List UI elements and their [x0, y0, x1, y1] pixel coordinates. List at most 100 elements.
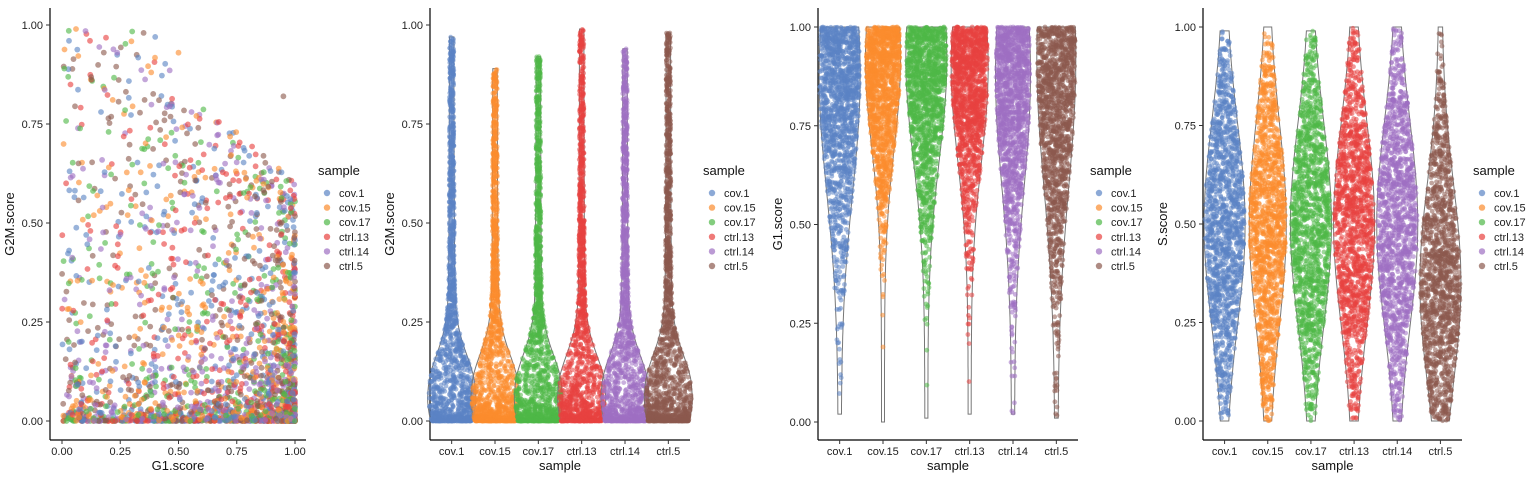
- x-tick-label: cov.17: [523, 446, 555, 458]
- scatter-point-ctrl-5: [141, 30, 147, 36]
- scatter-point-cov-17: [87, 313, 93, 319]
- scatter-point-ctrl-14: [175, 404, 181, 410]
- scatter-point-ctrl-13: [156, 292, 162, 298]
- scatter-point-cov-1: [292, 331, 298, 337]
- scatter-point-cov-1: [236, 275, 242, 281]
- scatter-point-ctrl-13: [175, 356, 181, 362]
- scatter-point-ctrl-5: [253, 321, 259, 327]
- scatter-point-ctrl-5: [71, 56, 77, 62]
- scatter-point-ctrl-14: [174, 220, 180, 226]
- scatter-point-cov-15: [145, 63, 151, 69]
- scatter-point-ctrl-5: [254, 398, 260, 404]
- scatter-point-ctrl-13: [171, 374, 177, 380]
- violin-point: [448, 339, 453, 344]
- scatter-point-cov-15: [194, 113, 200, 119]
- scatter-point-cov-17: [254, 297, 260, 303]
- scatter-point-ctrl-14: [274, 401, 280, 407]
- scatter-point-ctrl-5: [72, 103, 78, 109]
- scatter-point-cov-15: [89, 278, 95, 284]
- scatter-point-ctrl-13: [145, 418, 151, 424]
- violin-point: [447, 98, 452, 103]
- scatter-point-ctrl-13: [147, 125, 153, 131]
- violin-point: [450, 159, 455, 164]
- violin-point: [448, 287, 453, 292]
- violin-point: [451, 366, 456, 371]
- violin-point: [451, 200, 456, 205]
- scatter-point-ctrl-5: [120, 374, 126, 380]
- scatter-point-ctrl-5: [238, 392, 244, 398]
- scatter-point-cov-15: [129, 38, 135, 44]
- violin-point: [449, 59, 454, 64]
- legend-label: cov.1: [339, 188, 364, 200]
- violin-point: [437, 396, 442, 401]
- violin-point: [455, 332, 460, 337]
- scatter-point-cov-1: [290, 308, 296, 314]
- scatter-point-ctrl-14: [199, 381, 205, 387]
- legend-label: ctrl.13: [339, 232, 369, 244]
- scatter-point-ctrl-5: [59, 271, 65, 277]
- scatter-point-ctrl-14: [181, 365, 187, 371]
- scatter-point-ctrl-14: [94, 385, 100, 391]
- scatter-point-cov-17: [245, 297, 251, 303]
- scatter-point-ctrl-13: [115, 265, 121, 271]
- scatter-point-cov-17: [111, 75, 117, 81]
- scatter-point-cov-1: [254, 290, 260, 296]
- scatter-point-ctrl-13: [59, 232, 65, 238]
- scatter-point-cov-15: [179, 125, 185, 131]
- scatter-point-ctrl-14: [90, 380, 96, 386]
- scatter-point-ctrl-13: [101, 355, 107, 361]
- scatter-point-cov-15: [138, 267, 144, 273]
- scatter-point-cov-1: [268, 270, 274, 276]
- scatter-point-cov-1: [155, 335, 161, 341]
- scatter-point-ctrl-5: [188, 409, 194, 415]
- scatter-point-ctrl-14: [103, 349, 109, 355]
- scatter-point-cov-17: [172, 153, 178, 159]
- scatter-point-cov-17: [61, 258, 67, 264]
- violin-point: [452, 417, 457, 422]
- scatter-point-ctrl-5: [179, 418, 185, 424]
- y-tick-label: 0.00: [402, 416, 423, 428]
- scatter-point-ctrl-5: [228, 389, 234, 395]
- scatter-point-cov-1: [241, 160, 247, 166]
- scatter-point-cov-15: [110, 282, 116, 288]
- scatter-point-ctrl-5: [132, 192, 138, 198]
- violin-point: [442, 389, 447, 394]
- scatter-point-ctrl-5: [281, 93, 287, 99]
- scatter-point-ctrl-13: [128, 417, 134, 423]
- scatter-point-ctrl-5: [66, 317, 72, 323]
- scatter-point-cov-1: [79, 339, 85, 345]
- scatter-point-cov-1: [189, 210, 195, 216]
- scatter-point-cov-17: [165, 165, 171, 171]
- y-axis-title: G2M.score: [2, 192, 17, 256]
- violin-point: [439, 376, 444, 381]
- scatter-point-cov-1: [290, 390, 296, 396]
- scatter-point-ctrl-5: [147, 324, 153, 330]
- scatter-point-ctrl-13: [237, 210, 243, 216]
- scatter-point-cov-15: [75, 53, 81, 59]
- scatter-point-ctrl-5: [279, 220, 285, 226]
- scatter-point-ctrl-14: [92, 418, 98, 424]
- scatter-point-ctrl-13: [85, 266, 91, 272]
- scatter-point-cov-1: [83, 232, 89, 238]
- scatter-point-ctrl-14: [175, 256, 181, 262]
- scatter-point-ctrl-14: [188, 390, 194, 396]
- scatter-point-cov-15: [289, 252, 295, 258]
- scatter-point-cov-1: [230, 356, 236, 362]
- scatter-point-cov-1: [226, 362, 232, 368]
- violin-point: [443, 419, 448, 424]
- scatter-point-cov-1: [212, 414, 218, 420]
- scatter-point-ctrl-14: [228, 313, 234, 319]
- scatter-point-ctrl-5: [106, 115, 112, 121]
- scatter-point-ctrl-14: [281, 204, 287, 210]
- scatter-point-cov-15: [73, 26, 79, 32]
- scatter-point-ctrl-13: [256, 276, 262, 282]
- scatter-point-cov-1: [254, 210, 260, 216]
- scatter-point-cov-1: [270, 332, 276, 338]
- scatter-point-cov-1: [67, 346, 73, 352]
- scatter-point-ctrl-14: [197, 205, 203, 211]
- scatter-point-cov-15: [132, 334, 138, 340]
- scatter-point-cov-17: [283, 178, 289, 184]
- scatter-point-ctrl-5: [275, 353, 281, 359]
- scatter-point-ctrl-14: [258, 225, 264, 231]
- scatter-point-cov-1: [151, 172, 157, 178]
